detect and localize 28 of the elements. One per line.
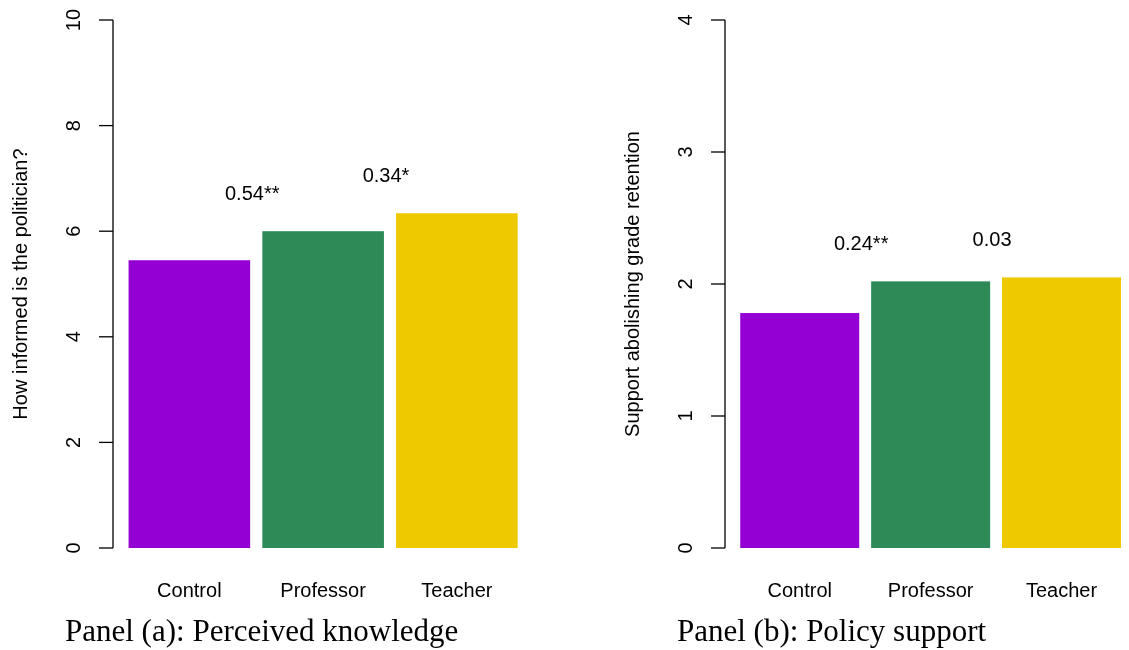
bar	[396, 213, 518, 548]
y-tick-label: 4	[62, 331, 84, 343]
annotation: 0.24**	[833, 232, 889, 255]
y-axis-title: How informed is the politician?	[9, 148, 31, 420]
y-tick-label: 0	[674, 542, 696, 554]
y-tick-label: 0	[62, 542, 84, 554]
x-tick-label: Control	[157, 579, 222, 601]
x-tick-label: Teacher	[1025, 579, 1098, 601]
y-axis-title: Support abolishing grade retention	[621, 131, 643, 437]
text: Panel (a): Perceived knowledge	[65, 613, 459, 648]
x-tick-label: Professor	[887, 579, 974, 601]
x-tick-label: Professor	[280, 579, 367, 601]
x-tick-label: Control	[767, 579, 832, 601]
y-tick-label: 8	[62, 120, 84, 132]
bar	[262, 231, 384, 548]
text: Panel (b): Policy support	[677, 613, 987, 648]
y-tick-label: 10	[62, 8, 84, 32]
annotation: 0.03	[972, 228, 1012, 251]
y-tick-label: 1	[674, 410, 696, 422]
y-tick-label: 4	[674, 14, 696, 26]
annotation: 0.34*	[362, 164, 410, 187]
bar	[128, 260, 251, 548]
annotation: 0.54**	[224, 182, 280, 205]
y-tick-label: 2	[674, 278, 696, 290]
y-tick-label: 2	[62, 436, 84, 448]
y-tick-label: 6	[62, 225, 84, 237]
x-tick-label: Teacher	[421, 579, 493, 601]
y-tick-label: 3	[674, 146, 696, 158]
